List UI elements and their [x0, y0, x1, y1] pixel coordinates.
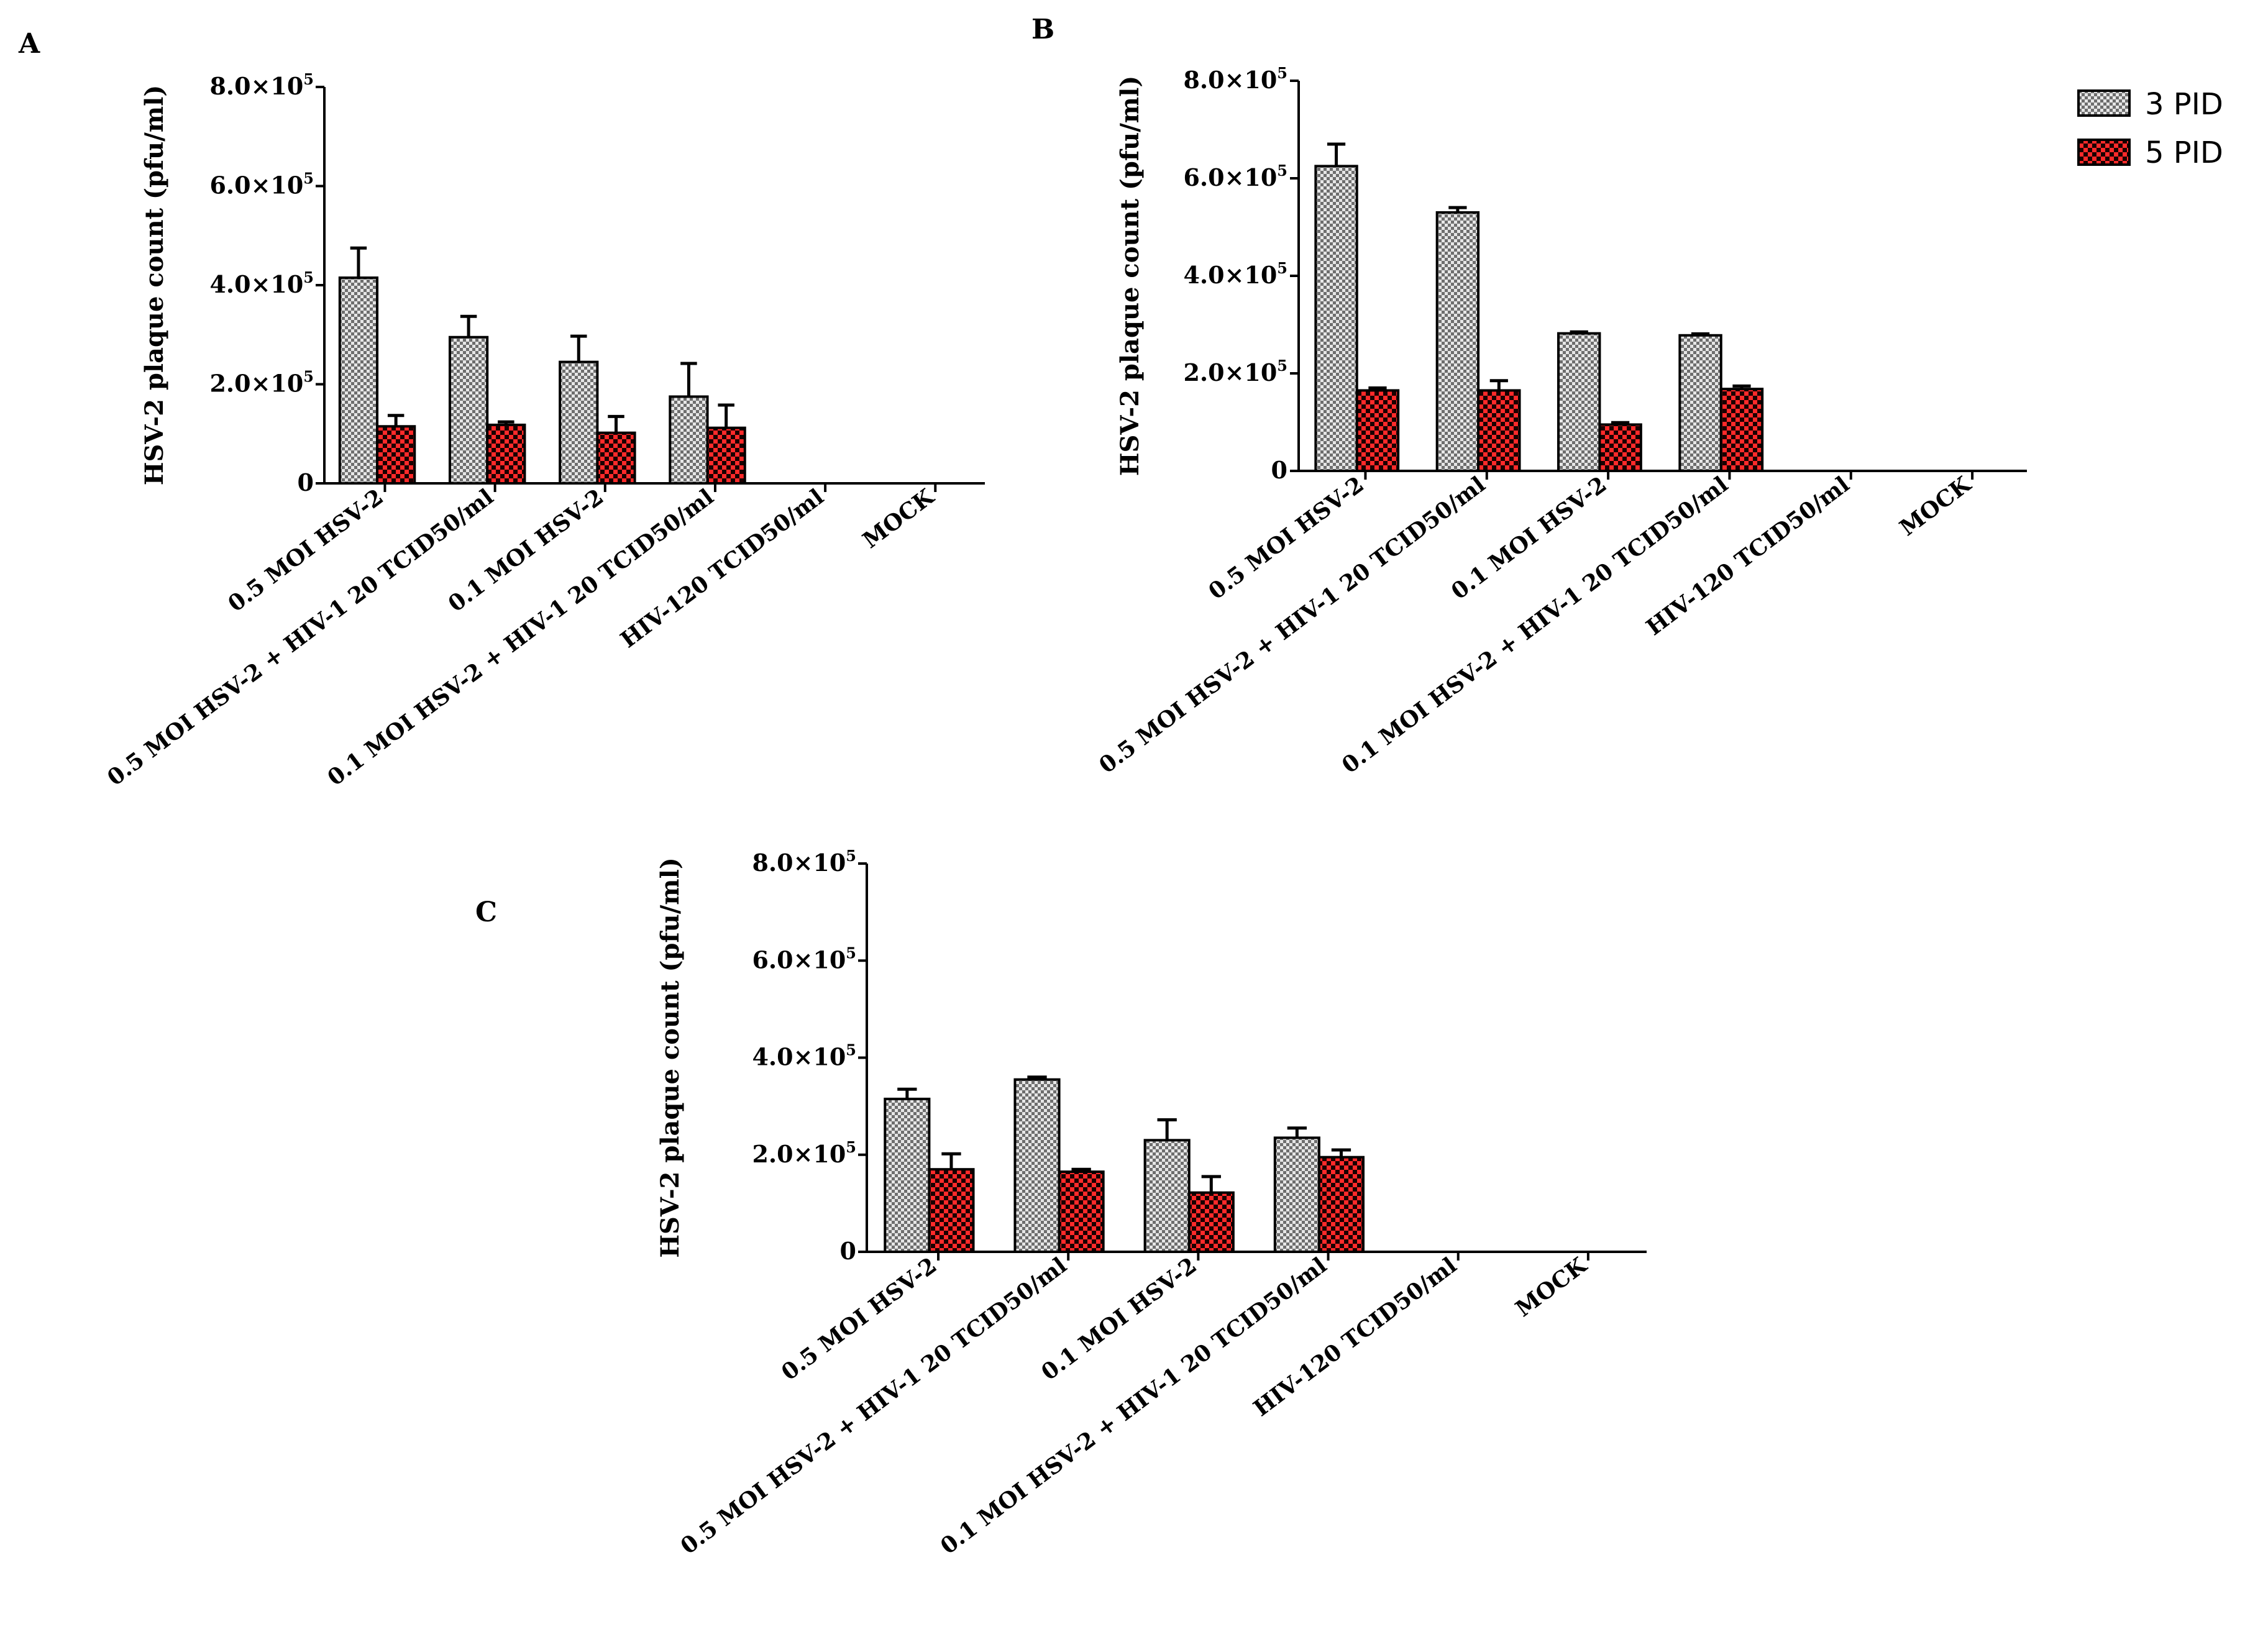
bar-5pid	[1477, 389, 1521, 472]
y-tick-label: 0	[840, 1237, 856, 1265]
bar-3pid	[1013, 1078, 1061, 1253]
x-category-label: MOCK	[858, 483, 940, 554]
x-category-label: MOCK	[1895, 471, 1976, 542]
legend-item-5pid: 5 PID	[2077, 135, 2223, 170]
y-axis-title: HSV-2 plaque count (pfu/ml)	[140, 85, 169, 486]
y-tick-label: 4.0×105	[209, 268, 314, 298]
x-category-label: HIV-120 TCID50/ml	[616, 484, 829, 654]
bar-5pid	[376, 425, 416, 485]
bar-3pid	[338, 276, 379, 485]
bar-3pid	[559, 360, 599, 485]
bar-3pid	[1435, 211, 1480, 472]
legend-swatch-3pid	[2077, 89, 2131, 117]
bar-5pid	[1058, 1170, 1105, 1253]
legend-item-3pid: 3 PID	[2077, 87, 2223, 122]
chart-legend: 3 PID 5 PID	[2077, 87, 2223, 170]
y-tick-label: 6.0×105	[209, 170, 314, 199]
panel-label-a: A	[18, 28, 40, 60]
bar-5pid	[706, 426, 746, 485]
legend-swatch-5pid	[2077, 139, 2131, 166]
bar-5pid	[1719, 388, 1764, 472]
y-tick-label: 0	[298, 468, 314, 496]
bar-5pid	[1355, 389, 1400, 472]
y-tick-label: 2.0×105	[1183, 357, 1287, 386]
x-category-label: HIV-120 TCID50/ml	[1642, 472, 1855, 641]
panel-label-b: B	[1031, 14, 1054, 45]
chart-panel-a: 0 2.0×105 4.0×105 6.0×105 8.0×105 0.5 MOI HSV…	[103, 70, 985, 791]
bar-5pid	[1187, 1191, 1235, 1253]
bar-5pid	[596, 431, 636, 485]
bar-3pid	[1678, 334, 1722, 473]
y-axis-title: HSV-2 plaque count (pfu/ml)	[656, 857, 685, 1258]
panel-label-c: C	[475, 896, 497, 928]
bar-5pid	[486, 423, 526, 485]
bar-5pid	[1317, 1156, 1365, 1253]
x-category-label: 0.1 MOI HSV-2 + HIV-1 20 TCID50/ml	[322, 484, 718, 791]
x-category-label: MOCK	[1511, 1252, 1592, 1323]
y-tick-label: 2.0×105	[752, 1138, 856, 1168]
y-tick-label: 4.0×105	[752, 1041, 856, 1071]
y-tick-label: 4.0×105	[1183, 259, 1287, 289]
bar-5pid	[928, 1168, 975, 1253]
y-tick-label: 8.0×105	[752, 847, 856, 877]
y-axis-title: HSV-2 plaque count (pfu/ml)	[1115, 76, 1145, 477]
bar-3pid	[1273, 1136, 1320, 1253]
bar-3pid	[1314, 165, 1358, 472]
y-tick-label: 6.0×105	[752, 944, 856, 974]
legend-label-5pid: 5 PID	[2145, 135, 2223, 170]
y-tick-label: 8.0×105	[1183, 64, 1287, 94]
bar-3pid	[1557, 332, 1601, 472]
x-category-label: 0.5 MOI HSV-2 + HIV-1 20 TCID50/ml	[103, 484, 498, 791]
y-tick-label: 6.0×105	[1183, 162, 1287, 191]
y-tick-label: 8.0×105	[209, 70, 314, 100]
bar-3pid	[448, 335, 489, 485]
legend-label-3pid: 3 PID	[2145, 87, 2223, 122]
bar-3pid	[884, 1097, 931, 1253]
bar-3pid	[1143, 1139, 1191, 1253]
y-tick-label: 0	[1271, 456, 1287, 484]
bar-5pid	[1598, 423, 1642, 472]
bar-3pid	[669, 395, 709, 485]
x-category-label: HIV-120 TCID50/ml	[1249, 1252, 1462, 1422]
y-tick-label: 2.0×105	[209, 368, 314, 398]
